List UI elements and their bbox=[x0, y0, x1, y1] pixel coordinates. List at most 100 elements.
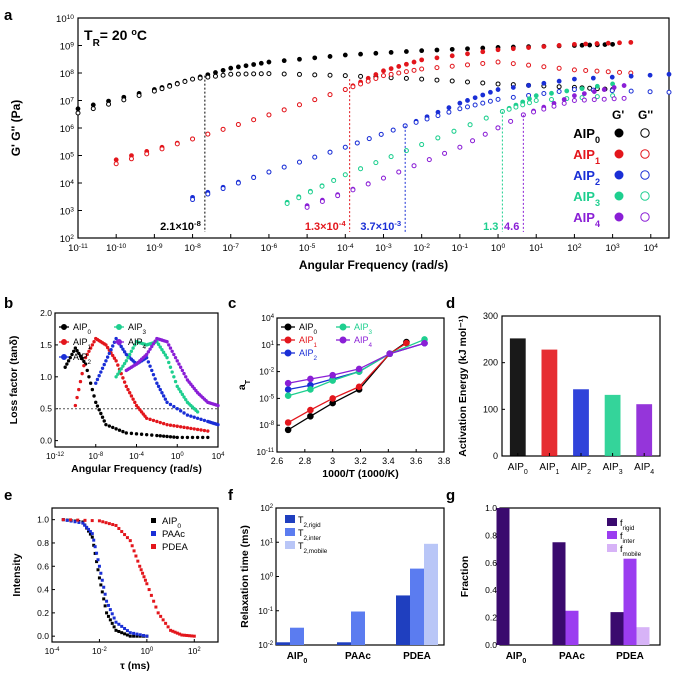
data-point bbox=[541, 106, 547, 112]
tick-label: 10-2 bbox=[259, 367, 274, 377]
legend-label: T2,inter bbox=[298, 528, 321, 542]
legend-marker bbox=[614, 191, 624, 201]
panel-g: 0.0 0.2 0.4 0.6 0.8 1.0 Fraction AIP0 PAAc PDEA fr… bbox=[459, 503, 661, 665]
data-point bbox=[396, 64, 402, 69]
data-point bbox=[228, 65, 234, 71]
data-point bbox=[434, 65, 440, 71]
legend-label: PAAc bbox=[162, 529, 185, 540]
data-point bbox=[100, 366, 105, 371]
data-point bbox=[170, 349, 174, 353]
data-point bbox=[158, 420, 162, 425]
tick-label: 0.4 bbox=[37, 585, 49, 595]
data-point bbox=[331, 177, 337, 183]
data-point bbox=[129, 431, 134, 436]
data-point bbox=[541, 80, 547, 86]
data-point bbox=[419, 57, 425, 63]
legend-label: AIP3 bbox=[128, 322, 147, 336]
category-label: AIP1 bbox=[539, 462, 559, 476]
data-point bbox=[95, 404, 100, 408]
data-point bbox=[87, 349, 91, 353]
tick-label: 10-5 bbox=[299, 243, 316, 255]
data-point bbox=[541, 44, 547, 49]
data-point bbox=[621, 83, 627, 88]
data-point bbox=[617, 69, 623, 75]
data-point bbox=[426, 157, 432, 163]
data-point bbox=[105, 345, 110, 350]
data-point bbox=[125, 629, 129, 633]
data-point bbox=[119, 371, 123, 376]
bar bbox=[337, 642, 351, 645]
data-point bbox=[201, 435, 205, 440]
data-point bbox=[166, 625, 170, 629]
data-point bbox=[202, 428, 207, 433]
tick-label: 100 bbox=[140, 646, 153, 656]
data-point bbox=[148, 364, 152, 368]
data-point bbox=[159, 614, 163, 618]
data-point bbox=[81, 521, 85, 525]
data-point bbox=[151, 88, 157, 94]
tick-label: 10-8 bbox=[184, 243, 201, 255]
data-point bbox=[365, 78, 371, 84]
tick-label: 0.8 bbox=[485, 530, 497, 540]
data-point bbox=[121, 97, 127, 103]
data-point bbox=[121, 364, 125, 368]
data-point bbox=[386, 350, 394, 358]
data-point bbox=[435, 135, 441, 141]
data-point bbox=[111, 523, 115, 527]
tick-label: 104 bbox=[60, 179, 75, 191]
data-point bbox=[281, 164, 287, 170]
data-point bbox=[327, 149, 333, 155]
panel-label: b bbox=[4, 295, 13, 312]
data-point bbox=[92, 538, 96, 542]
data-point bbox=[88, 532, 92, 536]
data-point bbox=[161, 350, 166, 355]
data-point bbox=[355, 383, 363, 391]
data-point bbox=[159, 86, 165, 92]
data-point bbox=[97, 374, 101, 378]
data-point bbox=[99, 583, 103, 587]
data-point bbox=[216, 422, 220, 427]
data-point bbox=[192, 386, 196, 391]
category-label: AIP0 bbox=[508, 462, 528, 476]
data-point bbox=[388, 50, 394, 55]
data-point bbox=[373, 160, 379, 166]
data-point bbox=[611, 96, 617, 102]
panel-label: a bbox=[4, 7, 13, 24]
data-point bbox=[388, 154, 394, 160]
data-point bbox=[572, 76, 577, 82]
data-point bbox=[495, 47, 501, 53]
data-point bbox=[128, 352, 132, 357]
data-point bbox=[114, 375, 118, 379]
legend-label: AIP1 bbox=[73, 337, 92, 351]
tick-label: 10-7 bbox=[222, 243, 239, 255]
tick-label: 103 bbox=[605, 243, 620, 255]
data-point bbox=[556, 65, 562, 71]
y-axis-label: Loss factor (tanδ) bbox=[8, 336, 20, 425]
data-point bbox=[182, 395, 186, 399]
data-point bbox=[185, 378, 190, 382]
data-point bbox=[572, 93, 577, 99]
data-point bbox=[90, 387, 95, 392]
data-point bbox=[189, 426, 193, 431]
data-point bbox=[180, 392, 185, 397]
data-point bbox=[480, 92, 486, 98]
data-point bbox=[601, 87, 607, 92]
data-point bbox=[117, 527, 121, 531]
data-point bbox=[526, 45, 531, 51]
data-point bbox=[116, 363, 120, 367]
data-point bbox=[284, 379, 292, 387]
data-point bbox=[403, 61, 409, 67]
data-point bbox=[666, 89, 672, 95]
tick-label: 101 bbox=[260, 537, 273, 547]
data-point bbox=[121, 347, 125, 351]
data-point bbox=[121, 376, 125, 380]
data-point bbox=[169, 628, 173, 632]
data-point bbox=[120, 631, 124, 635]
data-point bbox=[449, 53, 455, 59]
data-point bbox=[63, 365, 67, 369]
data-point bbox=[472, 95, 478, 101]
data-point bbox=[109, 347, 113, 352]
bar bbox=[496, 508, 510, 645]
data-point bbox=[114, 359, 118, 363]
data-point bbox=[144, 416, 149, 420]
